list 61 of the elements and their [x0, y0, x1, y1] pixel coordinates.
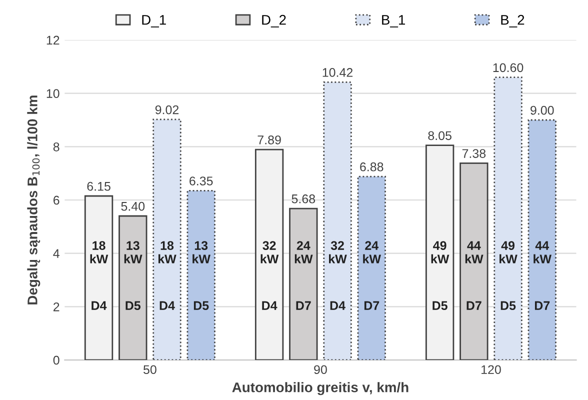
annotation: 44 kW: [465, 241, 484, 264]
annotation: D4: [160, 301, 175, 310]
annotation: 18 kW: [90, 241, 108, 264]
y-tick-label: 6: [54, 196, 60, 205]
bar: [425, 144, 454, 360]
y-tick-label: 10: [46, 89, 60, 98]
y-tick-label: 2: [53, 302, 60, 312]
annotation: 32 kW: [329, 241, 347, 264]
bar: [186, 190, 216, 360]
bar: [254, 148, 284, 360]
bar: [152, 118, 182, 360]
annotation: D4: [262, 301, 278, 310]
legend-label: D_2: [262, 14, 286, 28]
data-label: 9.02: [155, 105, 179, 114]
legend-label: D_1: [142, 15, 166, 28]
data-label: 5.40: [121, 202, 145, 211]
y-axis-title: Degalų sąnaudos B$_{100}$, l/100 km: [27, 96, 40, 304]
data-label: 6.88: [360, 162, 384, 172]
bar: [528, 119, 556, 360]
annotation: 24 kW: [363, 241, 381, 264]
annotation: D5: [194, 301, 209, 310]
annotation: D7: [466, 301, 482, 310]
y-tick-label: 8: [53, 142, 60, 152]
data-label: 10.42: [322, 68, 353, 77]
bar: [84, 195, 114, 360]
data-label: 6.15: [87, 182, 110, 191]
y-tick-label: 0: [53, 356, 60, 365]
annotation: 13 kW: [124, 241, 142, 264]
x-tick-label: 120: [482, 365, 501, 374]
data-label: 8.05: [428, 131, 452, 140]
annotation: D5: [126, 301, 141, 310]
legend-label: B_2: [501, 14, 524, 28]
annotation: 49 kW: [431, 241, 450, 264]
annotation: D5: [500, 301, 516, 310]
data-label: 6.35: [190, 176, 213, 186]
data-label: 7.38: [462, 149, 486, 158]
annotation: D7: [296, 301, 311, 310]
bar: [357, 176, 386, 360]
annotation: 32 kW: [260, 241, 279, 264]
bar: [323, 81, 352, 360]
annotation: D4: [92, 301, 107, 310]
legend-label: B_1: [382, 15, 405, 28]
annotation: 13 kW: [192, 241, 210, 264]
bar: [494, 76, 522, 360]
annotation: D5: [432, 301, 448, 310]
data-label: 10.60: [493, 63, 524, 72]
x-axis-title: Automobilio greitis v, km/h: [232, 382, 408, 396]
y-tick-label: 12: [46, 36, 60, 45]
y-tick-label: 4: [53, 249, 60, 258]
annotation: 44 kW: [534, 241, 552, 264]
annotation: D7: [364, 301, 380, 310]
data-label: 7.89: [258, 136, 281, 144]
annotation: 24 kW: [294, 241, 313, 264]
annotation: 18 kW: [158, 241, 176, 264]
x-tick-label: 50: [143, 365, 156, 374]
data-label: 5.68: [292, 194, 316, 204]
data-label: 9.00: [530, 106, 554, 115]
annotation: 49 kW: [500, 241, 518, 264]
annotation: D4: [330, 301, 346, 310]
annotation: D7: [534, 301, 550, 310]
x-tick-label: 90: [314, 365, 327, 374]
